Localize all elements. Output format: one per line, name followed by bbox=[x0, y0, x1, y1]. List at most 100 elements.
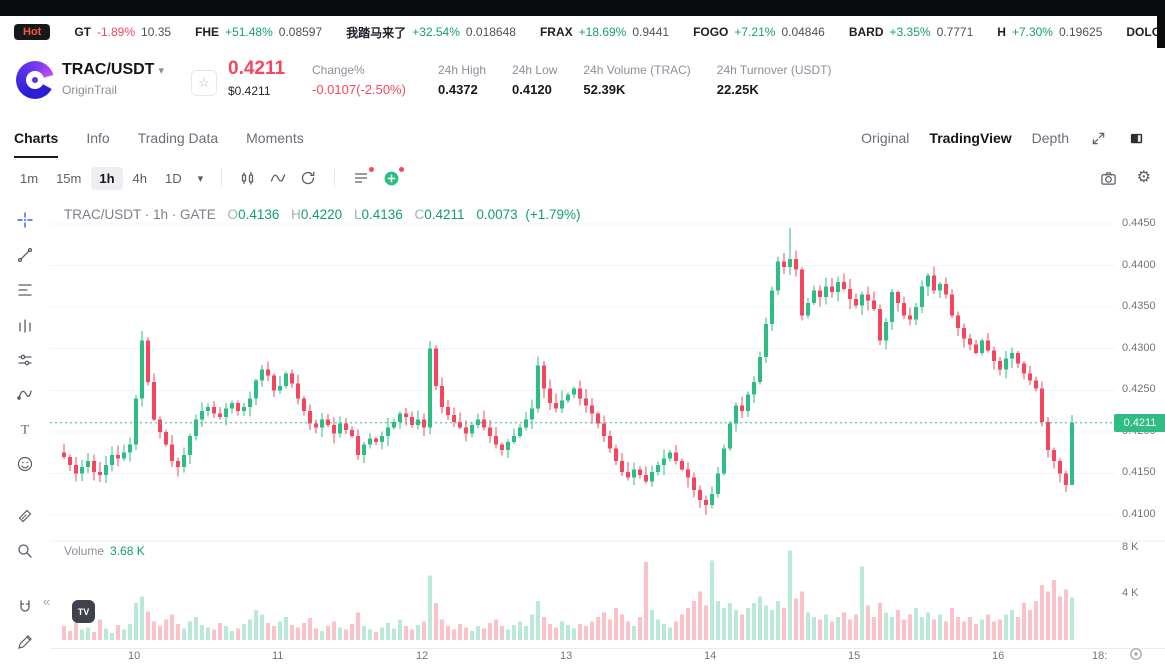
time-tick: 14 bbox=[704, 650, 717, 662]
timeframe-1D[interactable]: 1D bbox=[165, 170, 182, 186]
time-tick: 10 bbox=[128, 650, 141, 662]
ticker-change: +3.35% bbox=[889, 25, 931, 39]
ticker-name: 我踏马来了 bbox=[346, 25, 407, 40]
ticker-price: 0.7771 bbox=[936, 25, 974, 39]
pair-selector[interactable]: TRAC/USDT ▾ OriginTrail bbox=[62, 61, 164, 97]
ticker-item[interactable]: 我踏马来了 +32.54% 0.018648 bbox=[346, 24, 516, 41]
favorite-button[interactable]: ☆ bbox=[191, 70, 217, 96]
brush-tool[interactable] bbox=[10, 380, 40, 409]
magnet-tool[interactable] bbox=[10, 592, 40, 621]
fib-lines-tool[interactable] bbox=[10, 276, 40, 305]
time-tick: 15 bbox=[848, 650, 861, 662]
trend-line-tool[interactable] bbox=[10, 241, 40, 270]
ticker-price: 0.08597 bbox=[278, 25, 323, 39]
ticker-change: -1.89% bbox=[97, 25, 136, 39]
stat-label: 24h Turnover (USDT) bbox=[716, 63, 832, 77]
zoom-tool[interactable] bbox=[10, 537, 40, 566]
tradingview-logo[interactable]: TV bbox=[72, 600, 95, 623]
time-partial-label: 18: bbox=[1092, 650, 1108, 662]
pair-full-name: OriginTrail bbox=[62, 83, 117, 97]
candlestick-chart[interactable] bbox=[50, 198, 1165, 648]
chevron-down-icon: ▾ bbox=[158, 65, 164, 77]
edit-tool[interactable] bbox=[10, 627, 40, 656]
tab-trading-data[interactable]: Trading Data bbox=[137, 130, 219, 146]
tab-bar: Charts Info Trading Data Moments Original Tr… bbox=[0, 118, 1165, 159]
tabs-left: Charts Info Trading Data Moments bbox=[14, 118, 304, 158]
change-block: Change% -0.0107(-2.50%) bbox=[312, 63, 406, 97]
ticker-change: +51.48% bbox=[225, 25, 273, 39]
timeframe-4h[interactable]: 4h bbox=[132, 170, 147, 186]
ticker-item[interactable]: H +7.30% 0.19625 bbox=[997, 24, 1102, 41]
tab-charts[interactable]: Charts bbox=[14, 118, 59, 158]
ticker-item[interactable]: FRAX +18.69% 0.9441 bbox=[540, 24, 669, 41]
ticker-name: FOGO bbox=[693, 25, 729, 39]
fullscreen-icon[interactable] bbox=[1089, 129, 1107, 147]
divider bbox=[334, 169, 336, 187]
svg-text:T: T bbox=[21, 422, 29, 437]
ticker-item[interactable]: GT -1.89% 10.35 bbox=[74, 24, 171, 41]
patterns-tool[interactable] bbox=[10, 345, 40, 374]
top-strip bbox=[0, 0, 1165, 16]
crosshair-tool[interactable] bbox=[10, 206, 40, 235]
stat-value: 22.25K bbox=[716, 82, 759, 97]
tab-info[interactable]: Info bbox=[86, 130, 110, 146]
volume-header: Volume 3.68 K bbox=[64, 544, 145, 558]
gear-icon[interactable]: ⚙ bbox=[1136, 169, 1151, 186]
panel-layout-icon[interactable] bbox=[1127, 129, 1145, 147]
ticker-price: 10.35 bbox=[141, 25, 172, 39]
refresh-icon[interactable] bbox=[294, 165, 322, 191]
header-stats: 24h High 0.4372 24h Low 0.4120 24h Volume (T… bbox=[438, 63, 832, 97]
time-tick: 12 bbox=[416, 650, 429, 662]
ticker-name: FHE bbox=[195, 25, 220, 39]
time-tick: 13 bbox=[560, 650, 573, 662]
notification-dot bbox=[399, 167, 405, 172]
add-indicator-icon[interactable] bbox=[377, 165, 405, 191]
compare-icon[interactable] bbox=[264, 165, 292, 191]
exchange-logo[interactable] bbox=[16, 61, 54, 99]
pair-header: TRAC/USDT ▾ OriginTrail ☆ 0.4211 $0.4211 … bbox=[0, 48, 1165, 118]
order-templates-icon[interactable] bbox=[347, 165, 375, 191]
toolbar-right: ⚙ bbox=[1095, 165, 1151, 191]
ticker-name: H bbox=[997, 25, 1006, 39]
mode-depth[interactable]: Depth bbox=[1031, 130, 1069, 146]
ticker-item[interactable]: FOGO +7.21% 0.04846 bbox=[693, 24, 825, 41]
last-price: 0.4211 bbox=[228, 58, 286, 79]
chart-toolbar: 1m 15m 1h 4h 1D ▾ ⚙ bbox=[0, 158, 1165, 199]
ticker-item[interactable]: DOLO+7.97%0.06829 bbox=[1126, 24, 1157, 41]
ticker-name: BARD bbox=[848, 25, 884, 39]
current-price-label: 0.4211 bbox=[1114, 413, 1165, 432]
pitchfork-tool[interactable] bbox=[10, 310, 40, 339]
eye-icon[interactable] bbox=[1128, 646, 1144, 667]
timeframe-15m[interactable]: 15m bbox=[56, 170, 82, 186]
ticker-price: 0.9441 bbox=[632, 25, 670, 39]
stat-block: 24h Volume (TRAC) 52.39K bbox=[583, 63, 690, 97]
stat-value: 0.4372 bbox=[438, 82, 478, 97]
indicators-icon[interactable] bbox=[234, 165, 262, 191]
text-tool[interactable]: T bbox=[10, 415, 40, 444]
emoji-tool[interactable] bbox=[10, 450, 40, 479]
ticker-price: 0.018648 bbox=[465, 25, 516, 39]
ticker-name: FRAX bbox=[539, 25, 573, 39]
stat-label: 24h Low bbox=[512, 63, 558, 77]
tab-moments[interactable]: Moments bbox=[246, 130, 304, 146]
ticker-item[interactable]: FHE +51.48% 0.08597 bbox=[195, 24, 322, 41]
timeframe-1m[interactable]: 1m bbox=[20, 170, 39, 186]
legend-close: 0.4211 bbox=[424, 207, 465, 222]
camera-icon[interactable] bbox=[1095, 165, 1123, 191]
timeframe-1h[interactable]: 1h bbox=[91, 166, 123, 190]
pair-name: TRAC/USDT bbox=[62, 61, 155, 78]
hot-ticker-bar: Hot GT -1.89% 10.35 FHE +51.48% 0.08597 我踏马来了 +… bbox=[0, 16, 1157, 48]
hot-badge: Hot bbox=[14, 24, 51, 40]
legend-symbol[interactable]: TRAC/USDT · 1h · GATE bbox=[64, 207, 216, 222]
stat-value: 52.39K bbox=[583, 82, 626, 97]
measure-tool[interactable] bbox=[10, 502, 40, 531]
change-label: Change% bbox=[312, 63, 365, 77]
chart-area[interactable]: TRAC/USDT · 1h · GATE O0.4136 H0.4220 L0… bbox=[50, 198, 1165, 648]
time-axis[interactable]: 18: 10 11 12 13 14 15 16 bbox=[50, 648, 1165, 663]
ticker-item[interactable]: BARD +3.35% 0.7771 bbox=[849, 24, 973, 41]
collapse-sidebar-icon[interactable]: « bbox=[41, 593, 53, 610]
mode-tradingview[interactable]: TradingView bbox=[929, 130, 1012, 146]
mode-original[interactable]: Original bbox=[861, 130, 910, 146]
timeframe-dropdown-icon[interactable]: ▾ bbox=[197, 172, 204, 185]
drawing-toolbar: T bbox=[0, 198, 51, 662]
